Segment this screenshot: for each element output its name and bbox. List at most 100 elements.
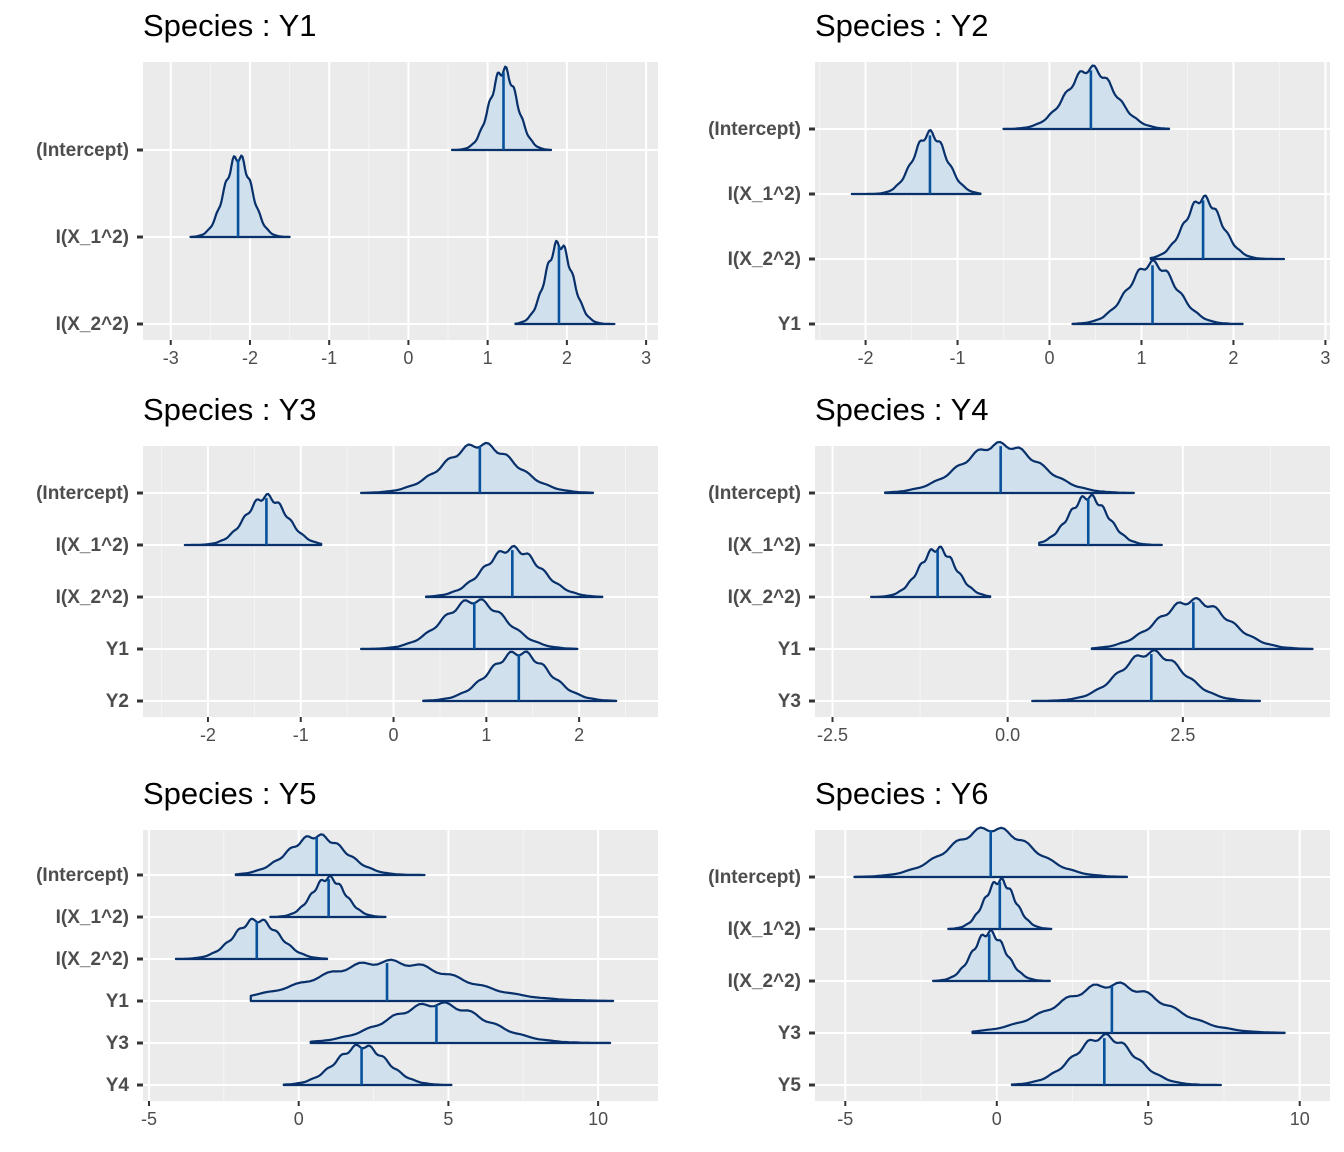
x-tick-label: -1 [321, 348, 337, 368]
x-tick-label: 0 [389, 725, 399, 745]
x-tick-label: 2 [574, 725, 584, 745]
density-ridge [189, 154, 291, 239]
density-ridge [234, 833, 426, 877]
y-tick-label: I(X_2^2) [728, 587, 801, 608]
x-tick-label: 0.0 [995, 725, 1020, 745]
x-tick-label: 5 [1143, 1109, 1153, 1129]
chart-title: Species : Y4 [815, 392, 989, 427]
y-tick-label: Y1 [778, 314, 802, 335]
density-ridge [932, 929, 1051, 983]
x-tick-label: -5 [837, 1109, 853, 1129]
plot-background [143, 62, 658, 340]
chart-title: Species : Y6 [815, 776, 989, 811]
x-tick-label: 0 [992, 1109, 1002, 1129]
y-tick-label: Y3 [106, 1033, 129, 1054]
density-ridge [884, 440, 1135, 495]
x-tick-label: 0 [403, 348, 413, 368]
density-ridge [174, 917, 329, 961]
panel-y1: Species : Y1 -3 -2 -1 0 1 2 3 (Intercept) I(X_1^… [0, 0, 672, 384]
y-tick-label: (Intercept) [36, 865, 129, 886]
y-tick-label: I(X_1^2) [56, 907, 129, 928]
y-tick-label: I(X_1^2) [728, 919, 801, 940]
density-ridge [514, 239, 616, 326]
x-tick-label: 0 [1045, 348, 1055, 368]
x-tick-label: 10 [588, 1109, 608, 1129]
y-tick-label: Y4 [106, 1075, 130, 1096]
chart-title: Species : Y1 [143, 8, 317, 43]
y-tick-label: I(X_1^2) [728, 535, 801, 556]
y-tick-label: (Intercept) [708, 483, 801, 504]
x-tick-label: 10 [1290, 1109, 1310, 1129]
panel-y4: Species : Y4 -2.5 0.0 2.5 (Intercept) I(X_1^… [672, 384, 1344, 768]
y-tick-label: I(X_1^2) [56, 535, 129, 556]
x-tick-label: 5 [443, 1109, 453, 1129]
x-tick-label: 1 [483, 348, 493, 368]
x-tick-label: -2 [200, 725, 216, 745]
density-ridge [450, 65, 553, 152]
y-tick-label: (Intercept) [36, 483, 129, 504]
density-ridge [1071, 258, 1244, 326]
x-tick-label: 3 [1320, 348, 1330, 368]
ridgeline-chart: -5 0 5 10 (Intercept) I(X_1^2) I(X_2^2) Y3 Y5 [708, 826, 1330, 1129]
x-tick-label: -1 [293, 725, 309, 745]
ridgeline-chart: -2 -1 0 1 2 3 (Intercept) I(X_1^2) I(X_2^2) Y1 [708, 62, 1330, 368]
density-ridge [183, 492, 323, 547]
plot-background [143, 446, 658, 717]
y-tick-label: I(X_1^2) [728, 184, 801, 205]
panel-y5: Species : Y5 -5 0 5 10 (Intercept) I(X_1^2) I(… [0, 768, 672, 1152]
y-tick-label: I(X_2^2) [56, 587, 129, 608]
y-tick-label: Y5 [778, 1075, 802, 1096]
y-tick-label: (Intercept) [36, 140, 129, 161]
y-tick-label: I(X_2^2) [728, 971, 801, 992]
density-ridge [1002, 64, 1171, 131]
density-ridge [1031, 648, 1261, 703]
density-ridge [282, 1043, 453, 1087]
y-tick-label: (Intercept) [708, 867, 801, 888]
x-tick-label: 1 [481, 725, 491, 745]
x-tick-label: -2.5 [817, 725, 848, 745]
ridgeline-chart: -5 0 5 10 (Intercept) I(X_1^2) I(X_2^2) Y1 Y3 Y4 [36, 830, 658, 1129]
density-ridge [360, 598, 579, 651]
y-tick-label: Y1 [778, 639, 802, 660]
x-tick-label: -2 [858, 348, 874, 368]
chart-title: Species : Y3 [143, 392, 317, 427]
x-tick-label: -1 [950, 348, 966, 368]
x-tick-label: -5 [141, 1109, 157, 1129]
x-tick-label: 3 [641, 348, 651, 368]
chart-title: Species : Y2 [815, 8, 989, 43]
y-tick-label: I(X_1^2) [56, 227, 129, 248]
density-ridge [971, 981, 1286, 1035]
density-ridge [309, 1001, 612, 1045]
y-tick-label: Y1 [106, 991, 130, 1012]
y-tick-label: I(X_2^2) [56, 314, 129, 335]
y-tick-label: (Intercept) [708, 119, 801, 140]
panel-y2: Species : Y2 -2 -1 0 1 2 3 (Intercept) I(X_1^2)… [672, 0, 1344, 384]
y-tick-label: Y3 [778, 691, 801, 712]
density-ridge [1010, 1032, 1222, 1087]
ridgeline-chart: -2 -1 0 1 2 (Intercept) I(X_1^2) I(X_2^2) Y1 Y2 [36, 441, 658, 745]
density-ridge [850, 129, 982, 196]
x-tick-label: 0 [294, 1109, 304, 1129]
x-tick-label: 2.5 [1170, 725, 1195, 745]
ridgeline-chart: -2.5 0.0 2.5 (Intercept) I(X_1^2) I(X_2^2) Y1 Y… [708, 440, 1330, 745]
panel-y3: Species : Y3 -2 -1 0 1 2 (Intercept) I(X_1^2) I… [0, 384, 672, 768]
y-tick-label: Y1 [106, 639, 130, 660]
panel-y6: Species : Y6 -5 0 5 10 (Intercept) I(X_1^2) I(… [672, 768, 1344, 1152]
ridgeline-chart: -3 -2 -1 0 1 2 3 (Intercept) I(X_1^2) I(X_2^2) [36, 62, 658, 368]
density-ridge [1149, 194, 1286, 261]
density-ridge [424, 544, 604, 599]
chart-title: Species : Y5 [143, 776, 317, 811]
x-tick-label: 2 [1228, 348, 1238, 368]
x-tick-label: 2 [562, 348, 572, 368]
x-tick-label: 1 [1136, 348, 1146, 368]
y-tick-label: Y2 [106, 691, 129, 712]
density-ridge [1038, 493, 1163, 547]
density-ridge [870, 545, 992, 599]
y-tick-label: I(X_2^2) [728, 249, 801, 270]
density-ridge [1090, 596, 1314, 651]
x-tick-label: -2 [242, 348, 258, 368]
density-ridge [249, 958, 615, 1003]
y-tick-label: I(X_2^2) [56, 949, 129, 970]
y-tick-label: Y3 [778, 1023, 801, 1044]
x-tick-label: -3 [163, 348, 179, 368]
